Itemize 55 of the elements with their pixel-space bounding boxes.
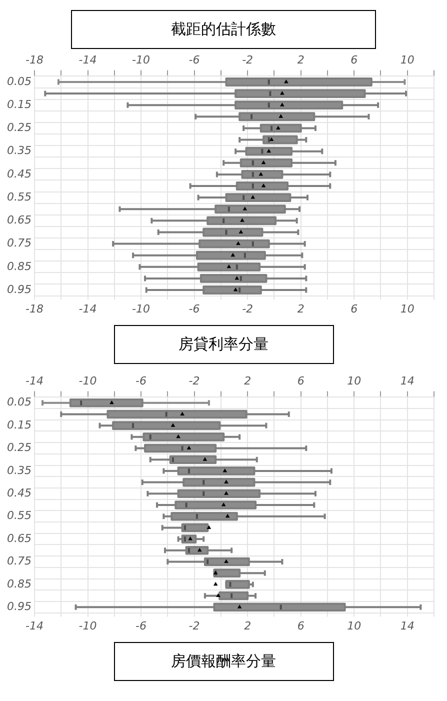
y-tick-label: 0.85 (6, 260, 32, 273)
x-tick-label: 2 (244, 619, 252, 632)
y-tick-label: 0.55 (6, 509, 32, 522)
x-tick-label: 14 (400, 619, 414, 632)
x2-tick-label: -18 (26, 53, 44, 66)
x-tick-label: 6 (297, 619, 304, 632)
y-tick-label: 0.45 (6, 167, 32, 180)
x-tick-label: 6 (350, 302, 358, 316)
x2-tick-label: -6 (188, 53, 200, 66)
x-tick-label: 10 (400, 302, 414, 316)
x2-tick-label: -10 (132, 53, 150, 66)
y-tick-label: 0.75 (6, 236, 32, 250)
y-tick-label: 0.85 (6, 577, 32, 590)
chart-title: 截距的估計係數 (71, 10, 376, 49)
x-tick-label: -6 (188, 302, 200, 316)
x-tick-label: -10 (132, 302, 150, 316)
y-tick-label: 0.95 (6, 600, 32, 613)
x-tick-label: 2 (297, 302, 304, 316)
x2-tick-label: 10 (400, 53, 414, 66)
y-tick-label: 0.65 (6, 532, 32, 545)
x-tick-label: -14 (26, 619, 44, 632)
x-axis-title: 房貸利率分量 (114, 325, 334, 364)
x2-tick-label: 10 (347, 374, 362, 388)
x2-tick-label: 14 (400, 374, 414, 388)
y-tick-label: 0.35 (6, 464, 32, 477)
y-tick-label: 0.75 (6, 554, 32, 568)
y-tick-label: 0.05 (6, 74, 32, 88)
x2-tick-label: -2 (242, 53, 254, 66)
x2-tick-label: 2 (244, 374, 252, 388)
y-tick-label: 0.35 (6, 144, 32, 158)
y-tick-label: 0.15 (6, 418, 32, 432)
x-tick-label: -10 (78, 619, 97, 632)
x-tick-label: 10 (347, 619, 362, 632)
x2-tick-label: -14 (26, 374, 44, 388)
x2-tick-label: -14 (78, 53, 97, 66)
x-tick-label: -2 (242, 302, 254, 316)
x2-tick-label: -6 (136, 374, 147, 388)
y-tick-label: 0.05 (6, 396, 32, 409)
x2-tick-label: -10 (78, 374, 97, 388)
x2-tick-label: 2 (297, 53, 304, 66)
y-tick-label: 0.25 (6, 121, 32, 134)
y-tick-label: 0.45 (6, 486, 32, 500)
x-tick-label: -6 (136, 619, 147, 632)
y-tick-label: 0.65 (6, 214, 32, 227)
x2-tick-label: 6 (297, 374, 304, 388)
y-tick-label: 0.25 (6, 441, 32, 454)
y-tick-label: 0.15 (6, 98, 32, 111)
y-tick-label: 0.95 (6, 282, 32, 296)
x-axis-title: 房價報酬率分量 (114, 642, 334, 681)
y-tick-label: 0.55 (6, 190, 32, 204)
x2-tick-label: 6 (350, 53, 358, 66)
x-tick-label: -18 (26, 302, 44, 316)
x-tick-label: -14 (78, 302, 97, 316)
x-tick-label: -2 (188, 619, 200, 632)
x2-tick-label: -2 (188, 374, 200, 388)
